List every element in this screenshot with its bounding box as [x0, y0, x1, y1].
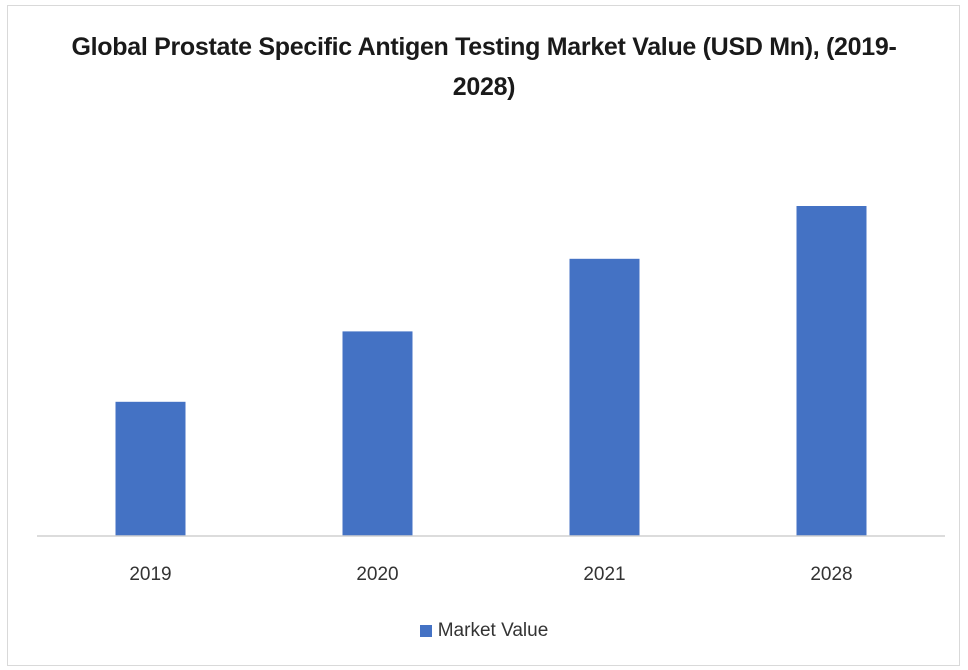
bar-2020 [342, 331, 413, 536]
legend-swatch [419, 625, 432, 637]
chart-title-line-2: 2028) [452, 73, 516, 101]
x-tick-label-2028: 2028 [810, 564, 852, 585]
bar-2021 [569, 258, 640, 536]
bar-series [115, 206, 867, 536]
x-tick-label-2020: 2020 [356, 564, 398, 585]
chart-title-line-1: Global Prostate Specific Antigen Testing… [71, 33, 897, 61]
x-tick-label-2021: 2021 [583, 564, 625, 585]
x-tick-label-2019: 2019 [129, 564, 171, 585]
legend: Market Value [0, 620, 968, 642]
bar-2028 [796, 206, 867, 536]
legend-label: Market Value [437, 620, 549, 641]
bar-2019 [115, 401, 186, 536]
x-tick-labels: 2019 2020 2021 2028 [129, 564, 852, 585]
